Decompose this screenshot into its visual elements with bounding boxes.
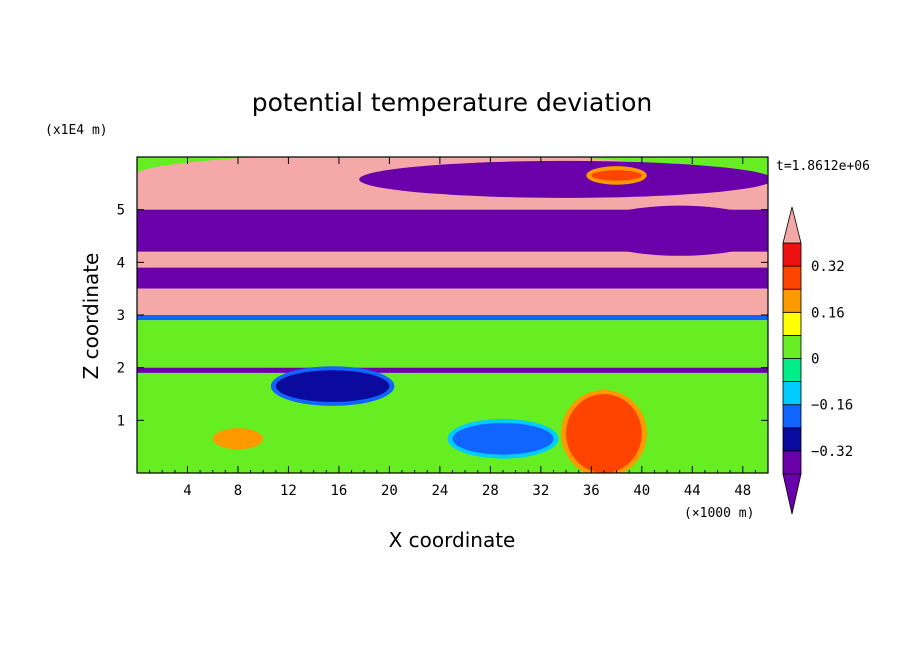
y-tick-label: 4 bbox=[117, 255, 125, 271]
x-tick-label: 12 bbox=[280, 483, 297, 499]
colorbar-label: −0.16 bbox=[811, 398, 853, 414]
upper-warm-spot bbox=[591, 170, 642, 181]
x-tick-label: 20 bbox=[381, 483, 398, 499]
colorbar-over-arrow bbox=[782, 206, 802, 244]
right-purple-tongue bbox=[591, 209, 768, 252]
x-tick-label: 28 bbox=[482, 483, 499, 499]
x-tick-label: 16 bbox=[330, 483, 347, 499]
y-tick-label: 5 bbox=[117, 203, 125, 219]
colorbar-under-arrow bbox=[782, 473, 802, 515]
layer-band-6 bbox=[137, 315, 768, 321]
x-tick-label: 48 bbox=[734, 483, 751, 499]
y-tick-label: 2 bbox=[117, 361, 125, 377]
y-tick-label: 1 bbox=[117, 413, 125, 429]
x-tick-label: 40 bbox=[633, 483, 650, 499]
y-tick-label: 3 bbox=[117, 308, 125, 324]
colorbar-swatch bbox=[782, 288, 802, 313]
layer-band-3 bbox=[137, 251, 768, 268]
colorbar-label: 0 bbox=[811, 352, 819, 368]
colorbar-label: 0.32 bbox=[811, 259, 845, 275]
colorbar-swatch bbox=[782, 334, 802, 359]
x-tick-label: 8 bbox=[234, 483, 242, 499]
layer-band-5 bbox=[137, 288, 768, 315]
x-unit-label: (×1000 m) bbox=[684, 506, 754, 521]
colorbar-label: −0.32 bbox=[811, 444, 853, 460]
x-axis: 4 8 12 16 20 24 28 32 36 40 44 48 bbox=[149, 157, 756, 499]
x-tick-label: 4 bbox=[183, 483, 191, 499]
x-tick-label: 24 bbox=[431, 483, 448, 499]
colorbar-swatch bbox=[782, 450, 802, 475]
contour-field bbox=[137, 157, 768, 473]
low-level-blue-cell bbox=[452, 422, 554, 455]
x-tick-label: 32 bbox=[532, 483, 549, 499]
low-level-orange-spot bbox=[212, 428, 264, 450]
colorbar-swatch bbox=[782, 265, 802, 290]
layer-band-9 bbox=[137, 372, 768, 473]
colorbar-swatch bbox=[782, 404, 802, 429]
chart-title: potential temperature deviation bbox=[252, 88, 652, 117]
x-axis-label: X coordinate bbox=[389, 528, 516, 552]
upper-right-purple-lobe bbox=[364, 164, 768, 194]
y-axis: 1 2 3 4 5 bbox=[117, 203, 768, 429]
x-tick-label: 36 bbox=[583, 483, 600, 499]
dark-blue-wave bbox=[275, 370, 390, 402]
x-tick-label: 44 bbox=[684, 483, 701, 499]
layer-band-8 bbox=[137, 367, 768, 373]
colorbar-swatch bbox=[782, 242, 802, 267]
colorbar: 0.32 0.16 0 −0.16 −0.32 bbox=[782, 206, 853, 515]
colorbar-swatch bbox=[782, 381, 802, 406]
layer-band-4 bbox=[137, 267, 768, 289]
y-axis-label: Z coordinate bbox=[79, 253, 103, 380]
low-level-warm-plume bbox=[566, 394, 642, 473]
colorbar-swatch bbox=[782, 358, 802, 383]
layer-band-7 bbox=[137, 320, 768, 368]
colorbar-swatch bbox=[782, 427, 802, 452]
colorbar-label: 0.16 bbox=[811, 305, 845, 321]
y-unit-label: (x1E4 m) bbox=[45, 123, 108, 138]
time-label: t=1.8612e+06 bbox=[776, 159, 870, 174]
colorbar-swatch bbox=[782, 311, 802, 336]
